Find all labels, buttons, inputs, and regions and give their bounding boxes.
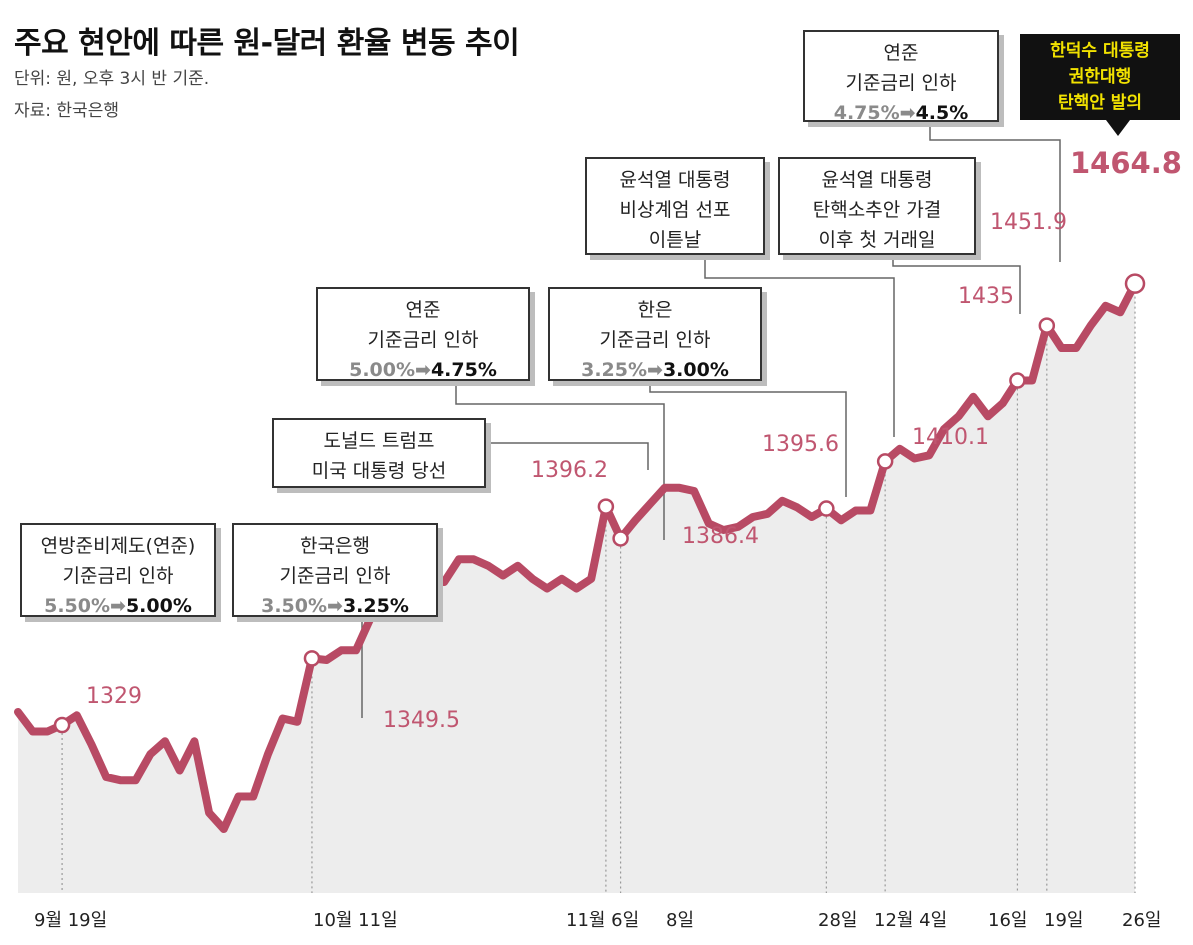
event-line: 한은 — [637, 299, 673, 321]
arrow-icon: ➡ — [647, 359, 663, 381]
rate-change: 4.75%➡4.5% — [805, 98, 997, 128]
x-tick-label: 19일 — [1044, 910, 1084, 931]
rate-new: 3.25% — [342, 595, 409, 617]
data-point-marker — [818, 500, 835, 517]
event-box-trump-elected: 도널드 트럼프 미국 대통령 당선 — [272, 418, 486, 488]
leader-line — [892, 255, 1021, 314]
x-tick-label: 10월 11일 — [313, 910, 398, 931]
unit-note: 단위: 원, 오후 3시 반 기준. — [14, 69, 210, 89]
rate-old: 3.25% — [581, 359, 648, 381]
event-line: 한덕수 대통령 — [1050, 41, 1150, 61]
rate-change: 3.50%➡3.25% — [234, 591, 436, 621]
event-line: 도널드 트럼프 — [323, 430, 435, 452]
leader-line — [486, 442, 649, 470]
rate-change: 5.00%➡4.75% — [318, 355, 528, 385]
data-point-marker — [1038, 317, 1056, 334]
data-point-marker — [1009, 372, 1026, 389]
data-label: 1329 — [86, 684, 142, 709]
arrow-icon: ➡ — [327, 595, 343, 617]
event-line: 미국 대통령 당선 — [311, 460, 447, 482]
data-label: 1435 — [958, 284, 1014, 309]
rate-old: 4.75% — [833, 102, 900, 124]
event-line: 윤석열 대통령 — [619, 169, 731, 191]
rate-old: 5.00% — [349, 359, 416, 381]
arrow-icon: ➡ — [415, 359, 431, 381]
callout-pointer — [1106, 120, 1130, 136]
event-line: 이튿날 — [648, 229, 702, 251]
event-box-fed-cut-sept: 연방준비제도(연준) 기준금리 인하 5.50%➡5.00% — [20, 523, 216, 617]
data-point-marker — [53, 716, 71, 734]
series-line — [14, 279, 1139, 833]
data-point-marker — [303, 650, 321, 667]
event-line: 연준 — [405, 299, 441, 321]
x-tick-label: 8일 — [666, 910, 695, 931]
data-label: 1386.4 — [682, 524, 759, 549]
event-line: 권한대행 — [1068, 67, 1132, 87]
event-line: 기준금리 인하 — [279, 565, 391, 587]
rate-new: 5.00% — [125, 595, 192, 617]
event-box-fed-cut-dec: 연준 기준금리 인하 4.75%➡4.5% — [803, 30, 999, 124]
data-point-marker — [597, 498, 615, 515]
arrow-icon: ➡ — [899, 102, 916, 124]
data-point-marker — [612, 530, 629, 547]
arrow-icon: ➡ — [110, 595, 126, 617]
rate-new: 4.75% — [430, 359, 497, 381]
rate-new: 3.00% — [662, 359, 729, 381]
event-line: 기준금리 인하 — [367, 329, 479, 351]
event-line: 연준 — [883, 42, 919, 64]
event-line: 윤석열 대통령 — [821, 169, 933, 191]
event-line: 이후 첫 거래일 — [818, 229, 936, 251]
event-box-martial-law: 윤석열 대통령 비상계엄 선포 이튿날 — [585, 157, 765, 255]
event-line: 기준금리 인하 — [845, 72, 957, 94]
event-box-fed-cut-nov: 연준 기준금리 인하 5.00%➡4.75% — [316, 287, 530, 381]
leader-lines-layer — [61, 122, 1136, 893]
event-line: 비상계엄 선포 — [619, 199, 731, 221]
event-line: 탄핵소추안 가결 — [812, 199, 942, 221]
data-label: 1451.9 — [990, 210, 1067, 235]
rate-change: 3.25%➡3.00% — [550, 355, 760, 385]
data-label: 1349.5 — [383, 708, 460, 733]
source-note: 자료: 한국은행 — [14, 101, 119, 121]
x-tick-label: 11월 6일 — [566, 910, 640, 931]
event-box-impeachment-passed: 윤석열 대통령 탄핵소추안 가결 이후 첫 거래일 — [778, 157, 976, 255]
data-label: 1410.1 — [912, 425, 989, 450]
x-tick-label: 12월 4일 — [874, 910, 948, 931]
area-fill — [18, 283, 1135, 893]
event-line: 한국은행 — [300, 535, 370, 557]
x-tick-label: 28일 — [818, 910, 858, 931]
event-line: 기준금리 인하 — [62, 565, 174, 587]
x-tick-label: 26일 — [1122, 910, 1162, 931]
data-point-marker — [876, 453, 894, 470]
chart-area-layer — [18, 283, 1135, 893]
event-line: 탄핵안 발의 — [1057, 93, 1143, 113]
event-box-bok-cut-nov: 한은 기준금리 인하 3.25%➡3.00% — [548, 287, 762, 381]
event-line: 연방준비제도(연준) — [40, 535, 196, 557]
rate-old: 3.50% — [261, 595, 328, 617]
leader-line — [455, 381, 665, 540]
leader-line — [929, 122, 1061, 262]
series-line-layer — [14, 279, 1139, 833]
leader-line — [649, 381, 847, 497]
x-tick-label: 9월 19일 — [34, 910, 108, 931]
event-line: 기준금리 인하 — [599, 329, 711, 351]
chart-title: 주요 현안에 따른 원-달러 환율 변동 추이 — [14, 26, 520, 61]
data-label-latest: 1464.8 — [1070, 146, 1182, 180]
event-box-han-impeachment: 한덕수 대통령 권한대행 탄핵안 발의 — [1020, 34, 1180, 120]
rate-old: 5.50% — [44, 595, 111, 617]
marker-layer — [53, 120, 1146, 734]
data-label: 1396.2 — [531, 458, 608, 483]
data-point-marker — [1124, 273, 1146, 294]
data-label: 1395.6 — [762, 432, 839, 457]
rate-change: 5.50%➡5.00% — [22, 591, 214, 621]
x-tick-label: 16일 — [988, 910, 1028, 931]
leader-line — [704, 255, 895, 437]
rate-new: 4.5% — [915, 102, 969, 124]
event-box-bok-cut-oct: 한국은행 기준금리 인하 3.50%➡3.25% — [232, 523, 438, 617]
